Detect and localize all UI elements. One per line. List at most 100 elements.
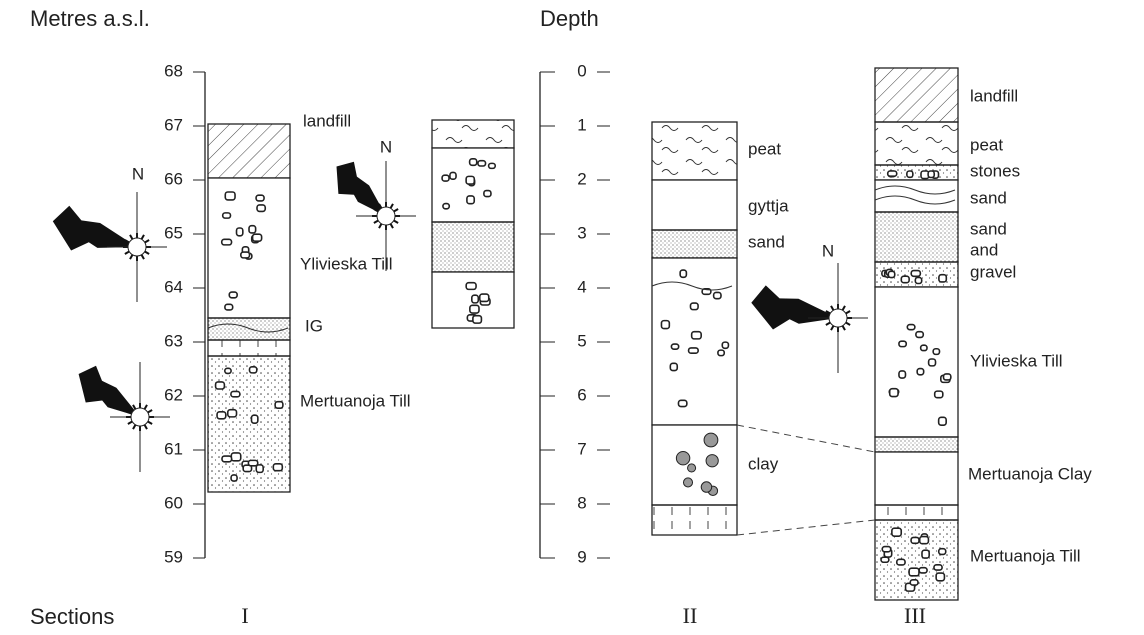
clast [225,192,235,200]
clast [920,537,929,544]
clast [911,537,919,543]
clast [249,226,256,233]
clast [661,321,669,329]
clast [897,559,905,565]
rose-spike [843,326,846,330]
clast [680,270,686,277]
tick-label: 60 [164,493,183,512]
rose-spike [394,209,398,212]
layer [652,505,737,535]
fabric-rose [79,366,140,417]
rose-spike [831,306,834,310]
clast [690,303,698,310]
clast [888,171,897,176]
layer-label: sand [748,232,785,251]
correlation-line [737,425,875,452]
layer-label: Ylivieska Till [970,351,1063,370]
clast [223,213,231,218]
layer-label: Mertuanoja Till [970,546,1081,565]
clast [881,557,889,562]
clast [489,163,496,168]
fossil [676,451,689,464]
rose-center [377,207,395,225]
clast [899,371,906,378]
rose-spike [374,221,378,224]
clast [714,292,721,298]
section-name: II [683,603,698,628]
clast [443,204,449,209]
correlation-line [737,520,875,535]
rose-center [131,408,149,426]
layer-label: peat [970,135,1003,154]
layer-label: Mertuanoja Till [300,391,411,410]
tick-label: 59 [164,547,183,566]
clast [249,367,256,373]
rose-spike [125,252,129,255]
clast [933,349,939,355]
clast [929,359,936,366]
tick-label: 66 [164,169,183,188]
layer-label: sand [970,219,1007,238]
left-axis-title: Metres a.s.l. [30,6,150,31]
layer [208,340,290,356]
north-label: N [822,241,834,260]
fossil [701,482,711,492]
tick-label: 67 [164,115,183,134]
clast [917,369,923,375]
layer [652,122,737,180]
tick-label: 4 [577,277,586,296]
layer-label: peat [748,139,781,158]
rose-spike [391,224,394,228]
clast [907,325,915,330]
clast [275,402,283,408]
rose-spike [145,425,148,429]
clast [450,172,456,179]
clast [231,453,240,461]
clast [928,171,934,177]
clast [689,348,699,353]
clast [890,389,898,397]
tick-label: 61 [164,439,183,458]
clast [442,175,449,181]
tick-label: 65 [164,223,183,242]
clast [470,159,477,165]
rose-spike [130,235,133,239]
rose-spike [846,311,850,314]
depth-axis-title: Depth [540,6,599,31]
clast [478,161,486,166]
clast [939,275,946,282]
fossil [688,464,696,472]
clast [222,239,232,245]
clast [241,252,250,258]
fabric-rose [337,162,387,216]
clast [888,271,894,277]
rose-spike [133,425,136,429]
clast [936,573,944,581]
clast [882,547,890,552]
clast [919,568,927,573]
clast [718,350,724,355]
clast [237,228,243,236]
clast [225,368,231,373]
rose-spike [133,405,136,409]
clast [225,304,233,310]
clast [470,305,479,313]
clast [256,195,264,201]
layer-label: landfill [303,111,351,130]
fossil [704,433,718,447]
clast [216,382,225,389]
sections-label: Sections [30,604,114,629]
layer-label: gyttja [748,196,789,215]
tick-label: 5 [577,331,586,350]
rose-spike [145,405,148,409]
fabric-rose [53,206,137,251]
tick-label: 0 [577,61,586,80]
layer [875,287,958,437]
rose-spike [128,422,132,425]
layer-label: and [970,240,998,259]
clast [915,277,921,283]
layer [875,505,958,520]
layer [652,180,737,230]
clast [473,316,482,323]
clast [229,292,237,298]
